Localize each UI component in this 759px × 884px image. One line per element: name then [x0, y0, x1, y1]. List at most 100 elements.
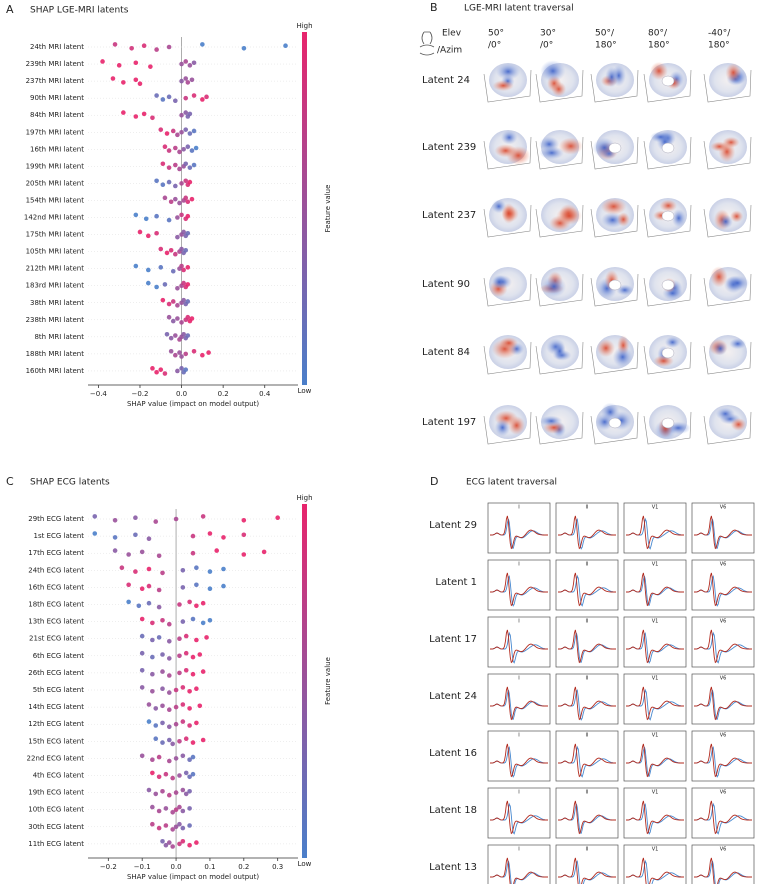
ecg-cell	[487, 787, 551, 839]
shap-point	[150, 757, 155, 762]
shap-point	[173, 162, 178, 168]
shap-point	[126, 552, 131, 557]
shap-point	[179, 181, 184, 186]
shap-point	[173, 807, 179, 812]
shap-point	[191, 162, 197, 168]
shap-point	[112, 42, 118, 47]
lead-label: V1	[652, 619, 659, 625]
shap-point	[200, 600, 206, 606]
panel-label: D	[430, 475, 438, 488]
shap-point	[190, 771, 196, 777]
shap-point	[175, 368, 180, 374]
shap-point	[214, 548, 220, 553]
heart-render	[709, 405, 747, 439]
render-plane	[703, 69, 752, 103]
x-tick-label: 0.0	[170, 863, 181, 871]
shap-point	[181, 331, 186, 337]
ecg-cell	[691, 502, 755, 554]
shap-point	[177, 200, 182, 206]
azim-label: /Azim	[437, 46, 462, 56]
shap-point	[200, 352, 205, 358]
shap-point	[183, 95, 189, 101]
shap-point	[160, 703, 165, 709]
shap-point	[200, 669, 206, 674]
shap-point	[189, 196, 195, 202]
row-label: Latent 1	[435, 577, 477, 588]
panel-label: C	[6, 475, 14, 488]
shap-point	[164, 331, 170, 337]
heart-blob	[556, 207, 583, 225]
shap-point	[145, 280, 151, 286]
shap-point	[179, 246, 184, 252]
shap-point	[173, 352, 178, 358]
feature-label: 6th ECG latent	[33, 652, 85, 660]
shap-point	[162, 144, 168, 149]
view-elev: 50°	[488, 29, 504, 39]
render-plane	[535, 69, 584, 103]
heart-blob	[592, 137, 617, 158]
shap-point	[173, 687, 179, 693]
shap-point	[137, 229, 143, 235]
row-label: Latent 197	[422, 417, 476, 428]
ecg-cell	[691, 730, 755, 782]
shap-point	[187, 63, 193, 68]
shap-point	[183, 178, 189, 184]
shap-point	[221, 535, 226, 540]
shap-point	[150, 115, 155, 121]
feature-label: 238th MRI latent	[26, 316, 85, 324]
heart-blob	[718, 214, 733, 229]
heart-blob	[551, 81, 567, 97]
render-plane	[590, 341, 639, 375]
shap-point	[133, 114, 139, 119]
shap-point	[143, 216, 149, 222]
feature-label: 38th MRI latent	[30, 299, 84, 307]
shap-point	[139, 633, 145, 639]
heart-blob	[612, 346, 633, 368]
heart-render	[709, 130, 747, 164]
shap-point	[139, 685, 145, 690]
colorbar-low: Low	[298, 387, 312, 395]
ecg-trace-red	[558, 629, 616, 664]
shap-point	[133, 532, 138, 538]
feature-label: 197th MRI latent	[26, 128, 85, 136]
view-azim: /0°	[540, 41, 553, 51]
colorbar-low: Low	[298, 860, 312, 868]
heart-render	[709, 63, 748, 97]
shap-point	[160, 720, 165, 726]
shap-point	[190, 654, 196, 660]
heart-render	[539, 130, 583, 164]
lead-label: V6	[720, 847, 727, 853]
shap-point	[179, 263, 184, 269]
feature-label: 105th MRI latent	[26, 248, 85, 256]
x-tick-label: 0.3	[272, 863, 283, 871]
heart-render	[489, 267, 527, 301]
shap-point	[166, 314, 172, 320]
shap-point	[160, 686, 165, 691]
row-label: Latent 13	[429, 862, 477, 873]
feature-label: 15th ECG latent	[28, 737, 84, 745]
heart-render	[649, 130, 687, 164]
x-tick-label: −0.4	[90, 390, 108, 398]
shap-point	[166, 758, 172, 764]
shap-point	[150, 654, 155, 660]
heart-render	[649, 405, 691, 441]
heart-blob	[600, 198, 627, 215]
heart-render	[489, 130, 531, 166]
heart-cavity	[661, 142, 675, 154]
shap-point	[177, 739, 182, 744]
feature-label: 16th MRI latent	[30, 145, 84, 153]
heart-blob	[494, 144, 517, 158]
panel-label: B	[430, 1, 438, 14]
shap-point	[187, 823, 192, 828]
shap-point	[139, 549, 145, 555]
lead-label: I	[518, 562, 519, 568]
heart-cavity	[661, 75, 675, 87]
ecg-trace-red	[694, 515, 752, 550]
shap-point	[141, 43, 147, 48]
ecg-trace-red	[490, 800, 548, 835]
shap-point	[187, 689, 192, 694]
row-label: Latent 24	[429, 691, 477, 702]
shap-point	[173, 704, 179, 710]
shap-point	[146, 600, 152, 606]
